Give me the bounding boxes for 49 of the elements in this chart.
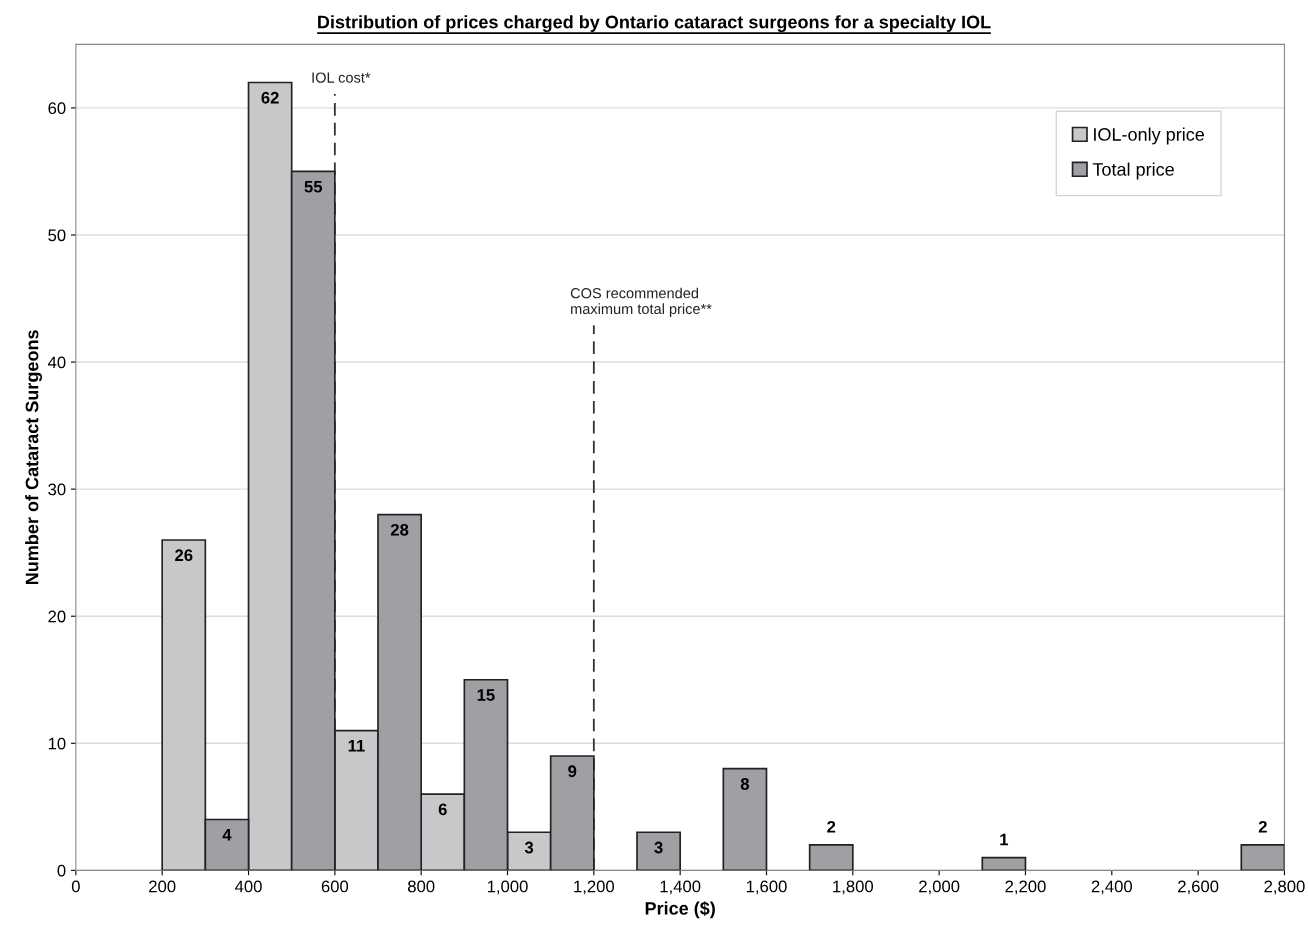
data-label: 3 (524, 841, 534, 854)
x-tick-label: 1,600 (746, 880, 787, 895)
x-tick-label: 2,200 (1005, 880, 1046, 895)
x-tick-label: 1,800 (833, 880, 874, 895)
data-label: 6 (438, 803, 447, 816)
bar (1240, 844, 1285, 871)
y-tick-label: 30 (48, 483, 66, 496)
y-tick-label: 50 (48, 229, 66, 242)
x-tick-label: 1,400 (660, 880, 701, 895)
x-axis-title: Price ($) (645, 901, 715, 919)
x-tick-label: 2,400 (1091, 880, 1132, 895)
data-label: 55 (304, 180, 323, 193)
x-tick-label: 400 (235, 880, 262, 893)
y-tick-label: 10 (48, 737, 66, 750)
chart-title: Distribution of prices charged by Ontario cataract surgeons for a specialty IOL (318, 15, 991, 33)
bar (808, 844, 854, 871)
y-tick-label: 0 (57, 864, 66, 877)
bar (636, 831, 681, 871)
ref-line-label: IOL cost* (312, 72, 371, 83)
ref-line-label: COS recommended maximum total price** (570, 287, 712, 317)
data-label: 1 (1000, 833, 1009, 846)
bar (722, 767, 768, 871)
data-label: 8 (740, 778, 750, 790)
data-label: 3 (654, 841, 663, 854)
x-tick-label: 1,000 (487, 880, 528, 895)
data-label: 9 (568, 765, 577, 778)
bar (981, 856, 1027, 871)
data-label: 4 (222, 829, 232, 841)
data-label: 26 (175, 549, 193, 562)
y-tick-label: 20 (48, 610, 66, 623)
x-tick-label: 800 (408, 880, 435, 893)
data-label: 11 (348, 740, 365, 752)
data-label: 2 (1258, 820, 1267, 833)
x-tick-label: 2,000 (919, 880, 960, 895)
x-tick-label: 1,200 (574, 880, 615, 895)
data-label: 15 (477, 689, 495, 701)
y-axis-title: Number of Cataract Surgeons (25, 330, 43, 585)
y-tick-label: 60 (48, 102, 66, 115)
y-tick-label: 40 (47, 356, 66, 369)
x-tick-label: 2,600 (1178, 880, 1219, 895)
x-tick-label: 2,800 (1264, 880, 1305, 895)
x-tick-label: 0 (71, 880, 80, 893)
data-label: 2 (827, 820, 836, 833)
legend-label: IOL-only price (1094, 127, 1204, 145)
data-label: 28 (390, 523, 409, 536)
x-tick-label: 200 (149, 880, 176, 893)
data-label: 62 (261, 91, 279, 104)
legend-label: Total price (1092, 162, 1174, 180)
x-tick-label: 600 (321, 880, 349, 893)
